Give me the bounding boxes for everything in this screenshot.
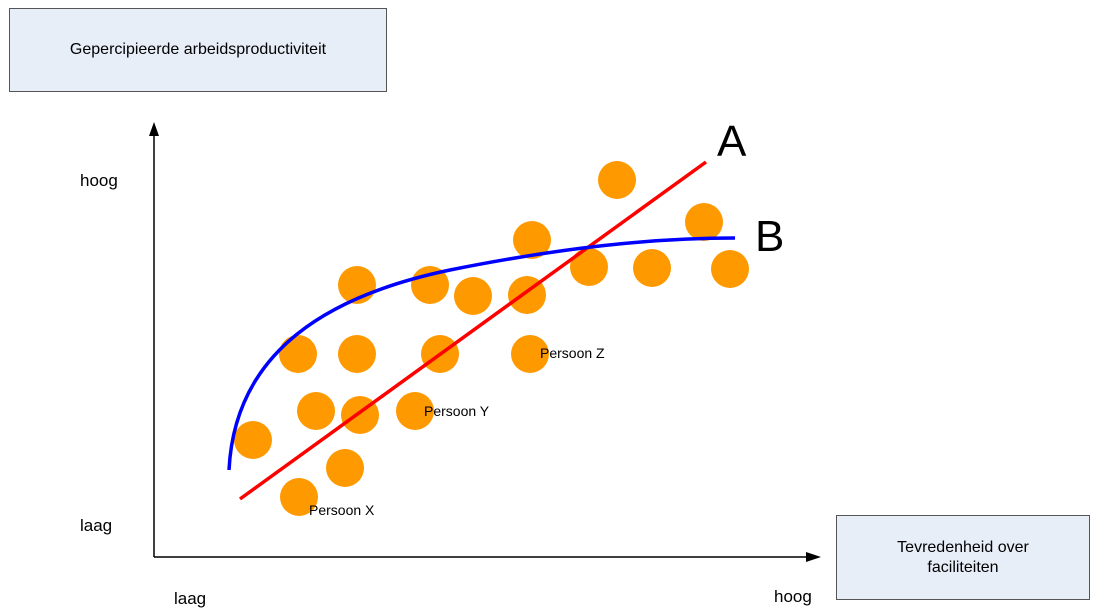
point-label-persoon-y: Persoon Y	[424, 403, 490, 419]
curve-b	[227, 236, 736, 471]
line-a-label: A	[717, 117, 747, 166]
point-label-persoon-z: Persoon Z	[540, 345, 605, 361]
y-high-label: hoog	[80, 171, 118, 190]
point	[511, 335, 549, 373]
point	[396, 392, 434, 430]
point	[513, 221, 551, 259]
y-low-label: laag	[80, 516, 113, 535]
point	[454, 277, 492, 315]
point	[570, 248, 608, 286]
x-axis-title-box: Tevredenheid over faciliteiten	[836, 515, 1090, 600]
point	[234, 421, 272, 459]
x-axis-arrow	[806, 552, 821, 562]
x-low-label: laag	[174, 589, 207, 608]
point	[280, 478, 318, 516]
x-axis-title: Tevredenheid over faciliteiten	[897, 538, 1029, 576]
point	[326, 449, 364, 487]
point	[598, 161, 636, 199]
y-axis-title: Gepercipieerde arbeidsproductiviteit	[69, 41, 327, 58]
point-label-persoon-x: Persoon X	[309, 502, 375, 518]
point	[711, 250, 749, 288]
x-high-label: hoog	[774, 587, 812, 606]
point	[633, 249, 671, 287]
point	[685, 203, 723, 241]
y-axis-arrow	[149, 122, 159, 136]
point	[279, 335, 317, 373]
points	[234, 161, 749, 516]
point	[338, 335, 376, 373]
y-axis-title-box: Gepercipieerde arbeidsproductiviteit	[9, 8, 387, 92]
line-a	[238, 160, 708, 501]
line-b-label: B	[755, 212, 785, 261]
point	[297, 392, 335, 430]
